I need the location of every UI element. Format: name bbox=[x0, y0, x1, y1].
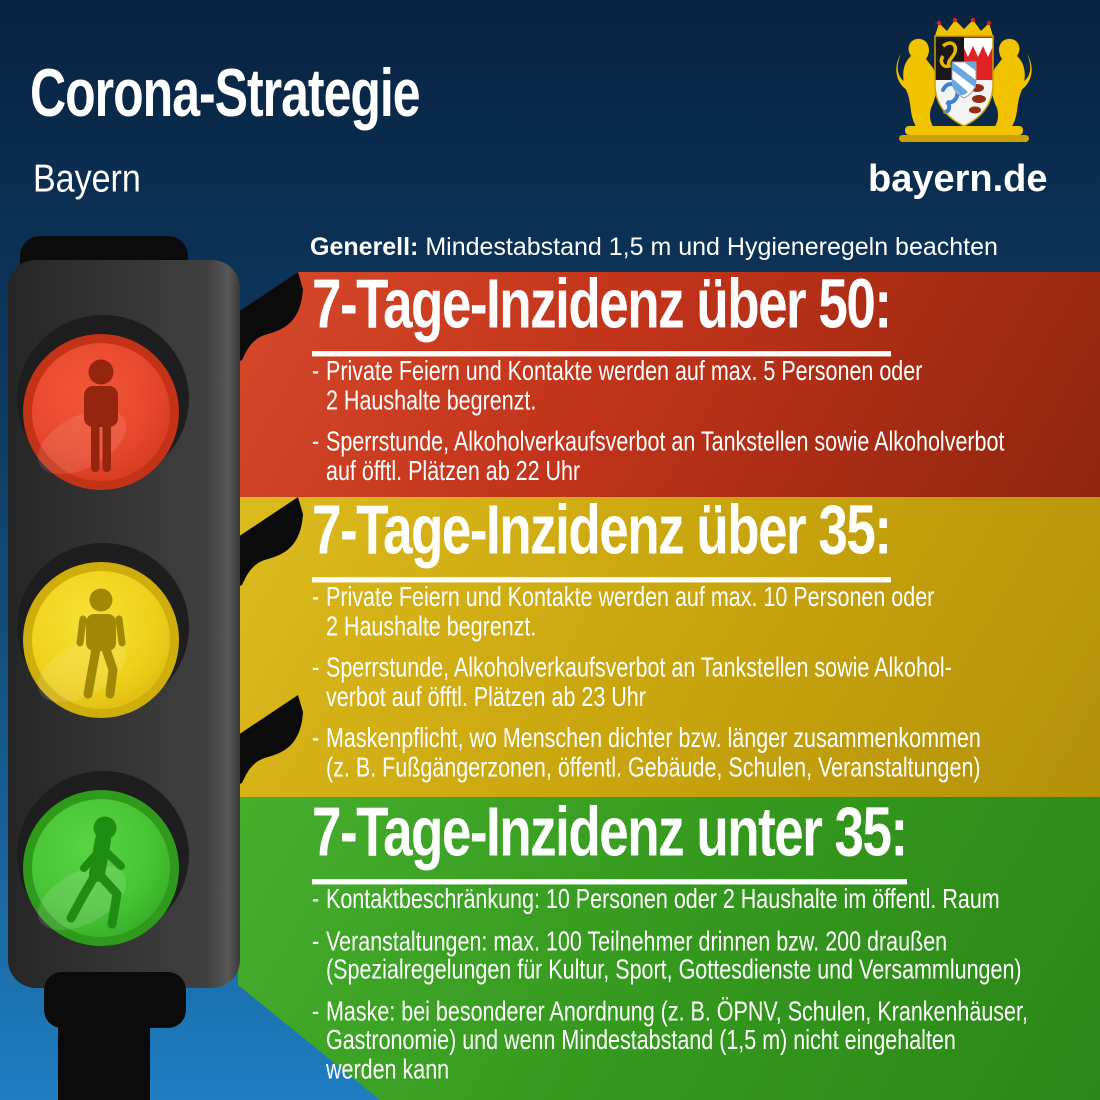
bullet-marker: - bbox=[312, 581, 320, 613]
bullet-marker: - bbox=[312, 722, 320, 753]
red-light bbox=[23, 334, 179, 490]
bullet-item: - Maskenpflicht, wo Menschen dichter bzw… bbox=[312, 723, 1100, 781]
traffic-light-mount bbox=[44, 972, 186, 1028]
logo-text: bayern.de bbox=[868, 158, 1048, 200]
traffic-light-housing bbox=[8, 260, 240, 988]
bullet-list: - Kontaktbeschränkung: 10 Personen oder … bbox=[312, 885, 1100, 1083]
bullet-item: - Private Feiern und Kontakte werden auf… bbox=[312, 581, 1100, 641]
bullet-item: - Veranstaltungen: max. 100 Teilnehmer d… bbox=[312, 926, 1100, 984]
general-note: Generell: Mindestabstand 1,5 m und Hygie… bbox=[310, 233, 998, 262]
section-over-50: 7-Tage-Inzidenz über 50: - Private Feier… bbox=[312, 268, 1100, 484]
bullet-text: Sperrstunde, Alkoholverkaufsverbot an Ta… bbox=[326, 425, 1005, 486]
bullet-text: Maskenpflicht, wo Menschen dichter bzw. … bbox=[326, 722, 981, 782]
shield bbox=[934, 35, 994, 127]
bullet-marker: - bbox=[312, 651, 320, 683]
general-note-label: Generell: bbox=[310, 233, 419, 261]
yellow-light bbox=[23, 562, 179, 718]
bullet-text: Veranstaltungen: max. 100 Teilnehmer dri… bbox=[326, 924, 1022, 985]
section-heading: 7-Tage-Inzidenz über 35: bbox=[312, 494, 892, 582]
traffic-light-cap bbox=[20, 236, 188, 288]
lion-right-icon bbox=[991, 38, 1032, 128]
bullet-item: - Private Feiern und Kontakte werden auf… bbox=[312, 355, 1100, 415]
section-heading: 7-Tage-Inzidenz unter 35: bbox=[312, 796, 908, 884]
green-light bbox=[23, 790, 179, 946]
walking-person-icon bbox=[66, 816, 125, 929]
bullet-list: - Private Feiern und Kontakte werden auf… bbox=[312, 581, 1100, 781]
pedestal-base bbox=[899, 135, 1029, 142]
band-yellow bbox=[238, 497, 1100, 797]
band-green bbox=[238, 797, 1100, 1100]
bullet-item: - Maske: bei besonderer Anordnung (z. B.… bbox=[312, 995, 1100, 1084]
section-under-35: 7-Tage-Inzidenz unter 35: - Kontaktbesch… bbox=[312, 796, 1100, 1083]
bullet-marker: - bbox=[312, 425, 320, 457]
section-over-35: 7-Tage-Inzidenz über 35: - Private Feier… bbox=[312, 494, 1100, 781]
bullet-marker: - bbox=[312, 924, 320, 956]
page-title: Corona-Strategie bbox=[30, 55, 421, 131]
bullet-item: - Kontaktbeschränkung: 10 Personen oder … bbox=[312, 885, 1100, 914]
bullet-item: - Sperrstunde, Alkoholverkaufsverbot an … bbox=[312, 427, 1100, 485]
pedestal bbox=[905, 126, 1023, 135]
crown-icon bbox=[935, 17, 993, 36]
bullet-text: Private Feiern und Kontakte werden auf m… bbox=[326, 355, 923, 415]
bullet-item: - Sperrstunde, Alkoholverkaufsverbot an … bbox=[312, 653, 1100, 711]
general-note-text: Mindestabstand 1,5 m und Hygieneregeln b… bbox=[418, 233, 998, 261]
page-subtitle: Bayern bbox=[33, 156, 141, 201]
section-heading: 7-Tage-Inzidenz über 50: bbox=[312, 268, 892, 356]
bullet-text: Sperrstunde, Alkoholverkaufsverbot an Ta… bbox=[326, 651, 952, 712]
band-red bbox=[238, 272, 1100, 497]
bullet-marker: - bbox=[312, 995, 320, 1027]
traffic-light-pole bbox=[58, 1002, 150, 1100]
bullet-text: Maske: bei besonderer Anordnung (z. B. Ö… bbox=[326, 995, 1028, 1084]
lion-left-icon bbox=[896, 38, 937, 128]
bullet-marker: - bbox=[312, 355, 320, 387]
standing-person-icon bbox=[76, 588, 126, 699]
standing-person-icon bbox=[84, 359, 118, 472]
bullet-list: - Private Feiern und Kontakte werden auf… bbox=[312, 355, 1100, 485]
bavaria-coat-of-arms bbox=[896, 17, 1032, 142]
bullet-text: Kontaktbeschränkung: 10 Personen oder 2 … bbox=[326, 883, 1000, 915]
bullet-text: Private Feiern und Kontakte werden auf m… bbox=[326, 581, 935, 641]
bullet-marker: - bbox=[312, 883, 320, 915]
